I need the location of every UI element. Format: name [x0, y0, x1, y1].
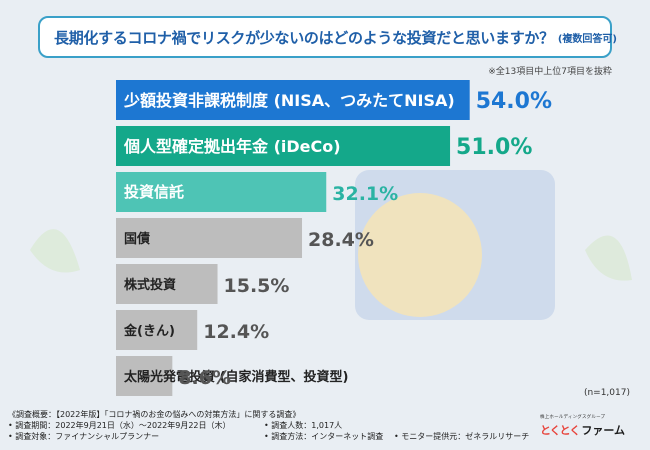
background-illustration: [30, 170, 632, 320]
survey-overview: 《調査概要：【2022年版】「コロナ禍のお金の悩みへの対策方法」に関する調査》 …: [8, 409, 529, 442]
category-label: 少額投資非課税制度 (NISA、つみたてNISA): [123, 91, 455, 110]
bar: [116, 310, 198, 350]
leaf-decoration: [585, 235, 632, 281]
value-label: 8.6%: [178, 367, 231, 389]
survey-period: • 調査期間：2022年9月21日（水）〜2022年9月22日（木）: [8, 421, 231, 430]
leaf-decoration: [30, 229, 80, 273]
value-label: 54.0%: [476, 89, 552, 114]
logo-group-text: 株上ホールディングスグループ: [540, 415, 606, 420]
value-label: 12.4%: [203, 321, 269, 343]
category-label: 投資信託: [124, 183, 184, 201]
chart-title: 長期化するコロナ禍でリスクが少ないのはどのような投資だと思いますか？: [54, 28, 554, 47]
value-label: 51.0%: [456, 135, 532, 160]
bar: [116, 218, 303, 258]
survey-target: • 調査対象：ファイナンシャルプランナー: [8, 432, 160, 441]
bar: [116, 356, 173, 396]
company-logo: 株上ホールディングスグループ とくとく ファーム: [540, 414, 640, 438]
sample-size: (n=1,017): [583, 388, 630, 398]
selection-note: ※全13項目中上位7項目を抜粋: [488, 67, 612, 77]
bar: [116, 80, 470, 120]
coin-illustration: [358, 193, 482, 317]
bar: [116, 126, 451, 166]
value-label: 32.1%: [332, 183, 398, 205]
logo-mark: とくとく: [540, 424, 580, 437]
chart-title-suffix: (複数回答可): [557, 33, 617, 45]
bar: [116, 264, 218, 304]
value-label: 28.4%: [308, 229, 374, 251]
survey-title: 《調査概要：【2022年版】「コロナ禍のお金の悩みへの対策方法」に関する調査》: [8, 410, 301, 419]
category-label: 株式投資: [124, 277, 176, 293]
survey-respondents: • 調査人数：1,017人: [264, 421, 343, 430]
category-label: 個人型確定拠出年金 (iDeCo): [123, 137, 341, 156]
value-label: 15.5%: [224, 275, 290, 297]
logo-name: ファーム: [581, 424, 626, 437]
category-label: 太陽光発電投資 (自家消費型、投資型): [123, 369, 348, 385]
survey-method: • 調査方法：インターネット調査: [264, 432, 384, 441]
question-box: 長期化するコロナ禍でリスクが少ないのはどのような投資だと思いますか？ (複数回答…: [38, 16, 617, 58]
category-label: 金(きん): [123, 323, 175, 339]
bar: [116, 172, 327, 212]
category-label: 国債: [124, 231, 150, 247]
survey-provider: • モニター提供元：ゼネラルリサーチ: [394, 432, 530, 441]
